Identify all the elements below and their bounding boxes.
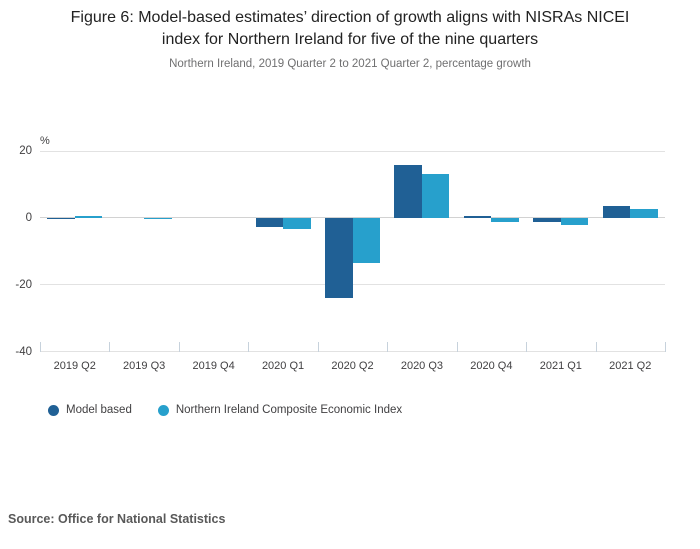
x-axis-tick xyxy=(595,341,597,352)
x-tick-label-2021-q1: 2021 Q1 xyxy=(539,360,582,372)
legend-swatch-icon xyxy=(48,404,59,416)
bar-model-based-2020-q3 xyxy=(394,165,422,218)
bar-northern-ireland-composite-economic-index-2021-q2 xyxy=(630,208,658,218)
legend-label: Model based xyxy=(66,404,132,416)
bar-model-based-2020-q4 xyxy=(463,216,492,218)
bar-model-based-2021-q2 xyxy=(602,206,631,218)
legend-item-model-based: Model based xyxy=(48,404,132,416)
legend-item-northern-ireland-composite-economic-index: Northern Ireland Composite Economic Inde… xyxy=(157,404,403,416)
x-axis-tick xyxy=(178,341,180,352)
x-tick-label-2020-q1: 2020 Q1 xyxy=(261,360,305,372)
x-tick-label-2019-q2: 2019 Q2 xyxy=(53,360,96,372)
bar-model-based-2019-q2 xyxy=(47,217,75,220)
bar-northern-ireland-composite-economic-index-2020-q1 xyxy=(283,217,311,229)
x-axis-tick xyxy=(456,341,458,352)
x-axis-tick xyxy=(317,341,319,352)
x-axis-tick xyxy=(40,341,41,352)
x-axis-tick xyxy=(526,341,528,352)
bar-northern-ireland-composite-economic-index-2020-q4 xyxy=(491,217,519,223)
legend-swatch-icon xyxy=(157,404,169,416)
gridline-y--20 xyxy=(40,284,665,286)
bar-model-based-2020-q2 xyxy=(325,217,353,299)
x-tick-label-2019-q3: 2019 Q3 xyxy=(123,360,166,372)
y-tick-label: 0 xyxy=(25,211,32,224)
gridline-y--40 xyxy=(40,351,665,352)
legend-label: Northern Ireland Composite Economic Inde… xyxy=(175,404,403,416)
x-axis-tick xyxy=(665,341,666,352)
bar-northern-ireland-composite-economic-index-2020-q3 xyxy=(421,174,450,218)
source-note: Source: Office for National Statistics xyxy=(8,512,226,526)
x-tick-label-2020-q2: 2020 Q2 xyxy=(331,360,374,372)
bar-northern-ireland-composite-economic-index-2020-q2 xyxy=(352,217,380,263)
x-axis-tick xyxy=(387,341,389,352)
bar-model-based-2021-q1 xyxy=(533,217,561,222)
y-tick-label: 20 xyxy=(19,145,32,157)
x-tick-label-2020-q4: 2020 Q4 xyxy=(470,360,513,372)
x-axis-tick xyxy=(248,341,250,352)
bar-northern-ireland-composite-economic-index-2019-q3 xyxy=(144,217,172,220)
y-tick-label: -40 xyxy=(15,345,32,358)
bar-northern-ireland-composite-economic-index-2019-q2 xyxy=(74,216,103,218)
y-axis-unit-label: % xyxy=(40,135,50,147)
bar-northern-ireland-composite-economic-index-2021-q1 xyxy=(560,217,589,225)
chart-subtitle: Northern Ireland, 2019 Quarter 2 to 2021… xyxy=(169,58,531,70)
x-tick-label-2019-q4: 2019 Q4 xyxy=(192,360,235,372)
x-tick-label-2020-q3: 2020 Q3 xyxy=(400,360,444,372)
bar-model-based-2020-q1 xyxy=(255,217,284,228)
chart-title: Figure 6: Model-based estimates’ directi… xyxy=(70,9,630,48)
gridline-y-20 xyxy=(40,150,665,152)
chart-legend: Model based Northern Ireland Composite Ec… xyxy=(48,404,402,416)
x-axis-tick xyxy=(109,341,111,352)
x-tick-label-2021-q2: 2021 Q2 xyxy=(609,360,652,372)
y-tick-label: -20 xyxy=(15,278,32,291)
